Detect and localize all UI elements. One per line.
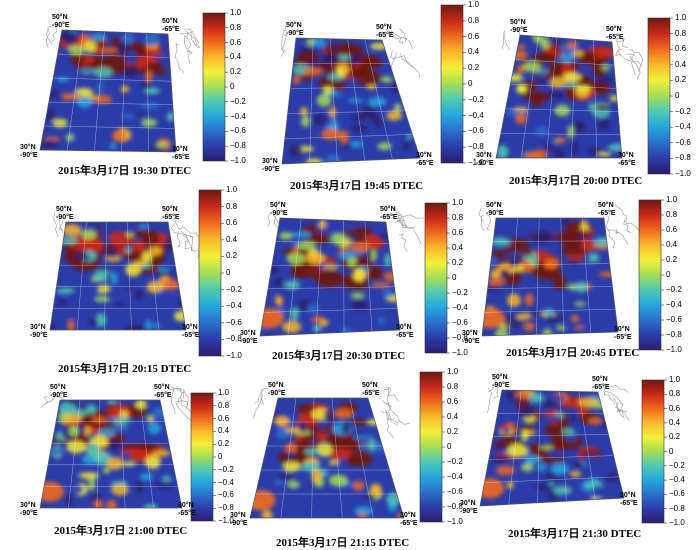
colorbar-tick-label: 0: [669, 448, 673, 456]
colorbar-tick-label: −1.0: [669, 519, 685, 527]
corner-label-se: 30°N-65°E: [620, 492, 638, 508]
colorbar: [642, 380, 664, 523]
colorbar-tick-label: −0.6: [669, 490, 685, 498]
corner-label-ne-lon: -65°E: [592, 384, 610, 392]
colorbar-tick-label: 1.0: [669, 376, 680, 384]
corner-label-se-lon: -65°E: [620, 500, 638, 508]
colorbar-tick-label: 0.6: [669, 405, 680, 413]
colorbar-tick-label: 0.2: [669, 433, 680, 441]
colorbar-tick-label: 0.4: [669, 419, 680, 427]
panel-caption: 2015年3月17日 21:30 DTEC: [508, 525, 641, 541]
corner-label-sw-lon: -90°E: [460, 508, 478, 516]
colorbar-tick-label: −0.4: [669, 476, 685, 484]
corner-label-ne-lat: 50°N: [592, 376, 610, 384]
corner-label-nw-lat: 50°N: [492, 374, 510, 382]
colorbar-tick-label: −0.2: [669, 462, 685, 470]
corner-label-nw-lon: -90°E: [492, 382, 510, 390]
corner-label-sw: 30°N-90°E: [460, 500, 478, 516]
colorbar-tick-label: −0.8: [669, 505, 685, 513]
corner-label-nw: 50°N-90°E: [492, 374, 510, 390]
corner-label-se-lat: 30°N: [620, 492, 638, 500]
corner-label-sw-lat: 30°N: [460, 500, 478, 508]
colorbar-tick-label: 0.8: [669, 390, 680, 398]
corner-label-ne: 50°N-65°E: [592, 376, 610, 392]
